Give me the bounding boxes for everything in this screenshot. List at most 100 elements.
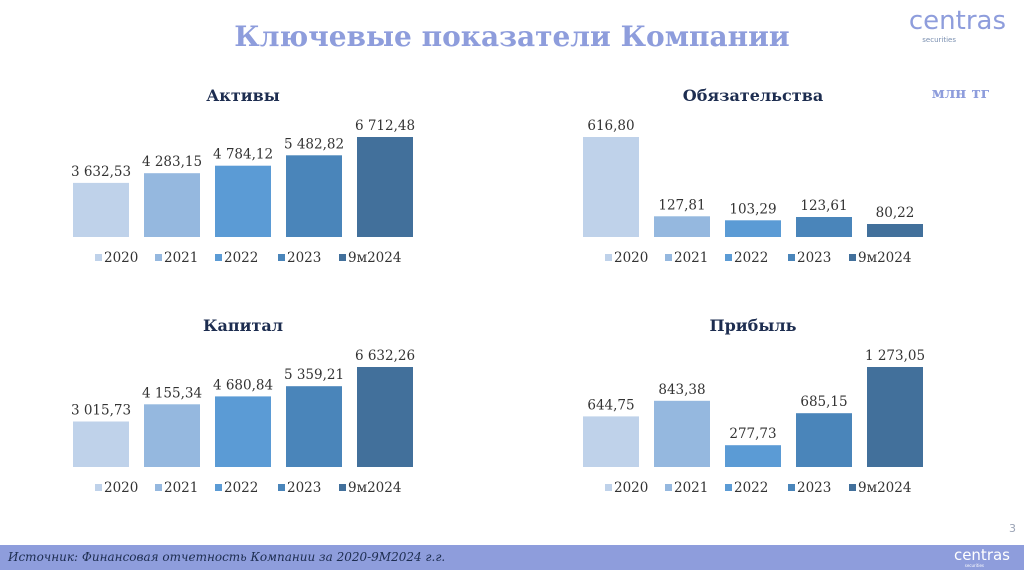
chart-profit: Прибыль 644,75 843,38 277,73 685,15 1 273,05 2…	[560, 310, 960, 510]
legend-label: 2020	[614, 480, 648, 496]
legend-label: 2022	[224, 250, 258, 266]
bar	[583, 137, 639, 237]
data-label: 4 283,15	[142, 154, 202, 170]
footer-logo-subtitle: securities	[964, 563, 984, 568]
bar	[73, 421, 129, 467]
legend-swatch	[725, 254, 732, 261]
footer-logo-wordmark: centras	[953, 546, 1010, 564]
legend-label: 2022	[734, 250, 768, 266]
data-label: 3 015,73	[71, 403, 131, 419]
source-note: Источник: Финансовая отчетность Компании…	[8, 550, 446, 564]
bar	[357, 137, 413, 237]
bar	[725, 445, 781, 467]
bar	[796, 413, 852, 467]
bar	[215, 396, 271, 467]
data-label: 616,80	[587, 118, 634, 134]
legend-label: 2022	[224, 480, 258, 496]
bar	[144, 173, 200, 237]
footer-bar: Источник: Финансовая отчетность Компании…	[0, 545, 1024, 570]
legend-swatch	[665, 254, 672, 261]
chart-title: Прибыль	[709, 316, 796, 335]
data-label: 843,38	[658, 382, 705, 398]
data-label: 5 359,21	[284, 367, 344, 383]
bar	[286, 155, 342, 237]
bar	[73, 182, 129, 237]
legend-label: 2020	[104, 480, 138, 496]
legend-swatch	[95, 484, 102, 491]
legend-label: 2022	[734, 480, 768, 496]
chart-svg: Прибыль 644,75 843,38 277,73 685,15 1 273,05 2…	[583, 316, 925, 496]
data-label: 123,61	[800, 198, 847, 214]
chart-title: Активы	[206, 86, 280, 105]
chart-svg: Активы 3 632,53 4 283,15 4 784,12 5 482,82 6 …	[71, 86, 415, 266]
legend-label: 2020	[104, 250, 138, 266]
legend-swatch	[339, 484, 346, 491]
legend-swatch	[155, 254, 162, 261]
bar	[144, 404, 200, 467]
legend-label: 2020	[614, 250, 648, 266]
legend-label: 2021	[674, 250, 708, 266]
legend-swatch	[155, 484, 162, 491]
legend-swatch	[605, 254, 612, 261]
legend-label: 9м2024	[858, 480, 911, 496]
legend-label: 2021	[164, 480, 198, 496]
page-title: Ключевые показатели Компании	[234, 20, 790, 53]
legend-label: 2023	[797, 480, 831, 496]
bar	[215, 165, 271, 237]
bar	[654, 216, 710, 237]
legend-swatch	[849, 254, 856, 261]
bar	[725, 220, 781, 237]
chart-liabilities: Обязательства 616,80 127,81 103,29 123,61 80,…	[560, 80, 960, 280]
legend-swatch	[665, 484, 672, 491]
chart-svg: Обязательства 616,80 127,81 103,29 123,61 80,…	[583, 86, 923, 266]
units-label: млн тг	[931, 84, 990, 102]
chart-title: Обязательства	[683, 86, 823, 105]
legend-label: 2021	[674, 480, 708, 496]
legend-swatch	[725, 484, 732, 491]
legend-swatch	[788, 254, 795, 261]
chart-svg: Капитал 3 015,73 4 155,34 4 680,84 5 359,21 6…	[71, 316, 415, 496]
data-label: 1 273,05	[865, 348, 925, 364]
data-label: 685,15	[800, 394, 847, 410]
data-label: 6 712,48	[355, 118, 415, 134]
legend-swatch	[339, 254, 346, 261]
bar	[867, 224, 923, 237]
data-label: 4 680,84	[213, 377, 273, 393]
legend-swatch	[788, 484, 795, 491]
chart-title: Капитал	[203, 316, 283, 335]
legend-label: 9м2024	[348, 250, 401, 266]
legend-swatch	[215, 484, 222, 491]
legend-label: 9м2024	[858, 250, 911, 266]
legend-swatch	[605, 484, 612, 491]
logo-subtitle: securities	[922, 36, 956, 44]
page-number: 3	[1009, 522, 1016, 535]
bar	[654, 400, 710, 467]
data-label: 80,22	[876, 205, 915, 221]
data-label: 277,73	[729, 426, 776, 442]
data-label: 4 155,34	[142, 385, 202, 401]
logo-wordmark: centras	[908, 6, 1006, 36]
data-label: 3 632,53	[71, 164, 131, 180]
chart-assets: Активы 3 632,53 4 283,15 4 784,12 5 482,82 6 …	[50, 80, 450, 280]
legend-swatch	[849, 484, 856, 491]
data-label: 127,81	[658, 197, 705, 213]
legend-swatch	[95, 254, 102, 261]
data-label: 4 784,12	[213, 147, 273, 163]
bar	[286, 386, 342, 467]
bar	[796, 217, 852, 237]
data-label: 6 632,26	[355, 348, 415, 364]
company-logo: centras securities	[909, 4, 1014, 44]
legend-label: 2023	[797, 250, 831, 266]
legend-swatch	[278, 484, 285, 491]
data-label: 103,29	[729, 201, 776, 217]
legend-label: 2021	[164, 250, 198, 266]
data-label: 644,75	[587, 397, 634, 413]
legend-swatch	[278, 254, 285, 261]
bar	[867, 367, 923, 467]
legend-label: 2023	[287, 480, 321, 496]
data-label: 5 482,82	[284, 136, 344, 152]
legend-label: 2023	[287, 250, 321, 266]
chart-equity: Капитал 3 015,73 4 155,34 4 680,84 5 359,21 6…	[50, 310, 450, 510]
bar	[583, 416, 639, 467]
bar	[357, 367, 413, 467]
